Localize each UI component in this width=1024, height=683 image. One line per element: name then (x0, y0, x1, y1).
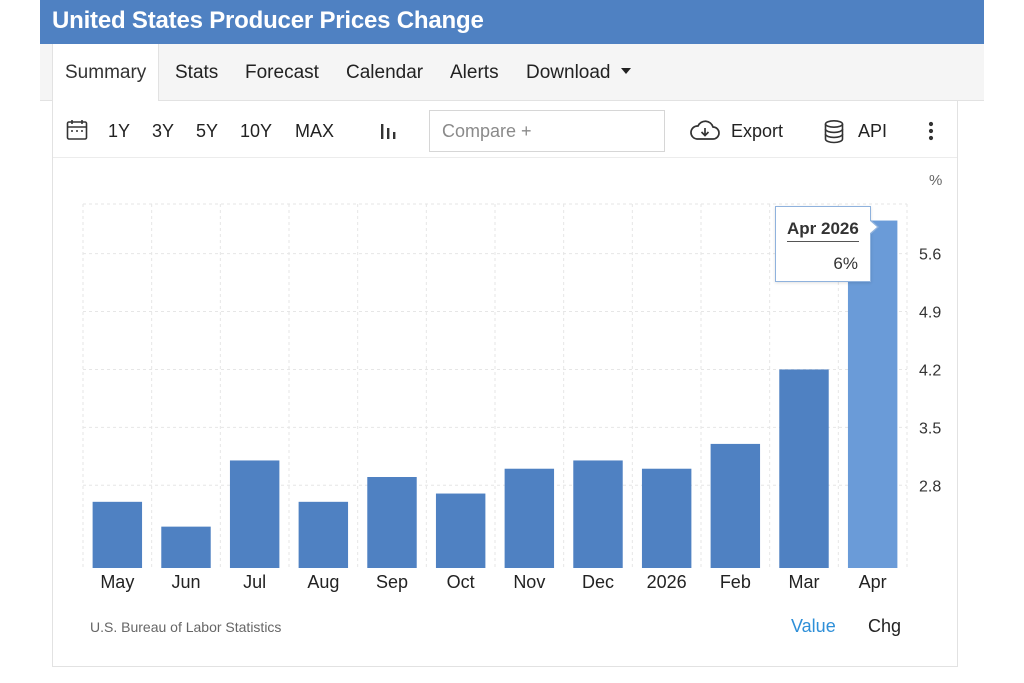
page-title: United States Producer Prices Change (40, 0, 984, 44)
y-unit-label: % (929, 172, 942, 189)
chart-toolbar: 1Y 3Y 5Y 10Y MAX Export (53, 101, 957, 158)
x-tick-label: Sep (376, 572, 408, 592)
tab-download[interactable]: Download (526, 44, 631, 101)
x-tick-label: Dec (582, 572, 614, 592)
y-tick-label: 5.6 (919, 247, 941, 264)
range-1y[interactable]: 1Y (108, 121, 131, 141)
chg-toggle[interactable]: Chg (868, 616, 902, 636)
tab-forecast[interactable]: Forecast (245, 62, 319, 83)
range-3y[interactable]: 3Y (152, 121, 175, 141)
range-max[interactable]: MAX (295, 121, 335, 141)
x-tick-label: Mar (789, 572, 820, 592)
x-tick-label: 2026 (647, 572, 687, 592)
calendar-icon[interactable] (65, 118, 89, 144)
x-tick-label: Oct (447, 572, 475, 592)
tab-summary[interactable]: Summary (52, 44, 160, 102)
bar-jun (161, 526, 211, 568)
bar-feb (710, 443, 761, 568)
y-tick-label: 3.5 (919, 420, 941, 437)
database-icon[interactable] (823, 119, 845, 145)
x-tick-label: Nov (513, 572, 545, 592)
bar-2026 (641, 468, 692, 568)
bar-sep (367, 477, 417, 568)
tab-calendar[interactable]: Calendar (346, 62, 424, 83)
export-button[interactable]: Export (731, 121, 784, 141)
tab-download-label: Download (526, 62, 611, 83)
tooltip-date: Apr 2026 (787, 219, 859, 242)
bar-jul (229, 460, 280, 568)
x-tick-label: Jun (171, 572, 200, 592)
more-vertical-icon[interactable] (925, 120, 937, 142)
bar-may (92, 501, 143, 568)
chart-panel: 1Y 3Y 5Y 10Y MAX Export (52, 101, 958, 667)
source-label: U.S. Bureau of Labor Statistics (90, 619, 282, 635)
y-tick-label: 2.8 (919, 478, 941, 495)
x-tick-label: Aug (307, 572, 339, 592)
range-10y[interactable]: 10Y (240, 121, 273, 141)
bar-mar (779, 369, 829, 568)
tooltip-value: 6% (833, 254, 858, 273)
x-tick-label: Feb (720, 572, 751, 592)
tab-stats[interactable]: Stats (175, 62, 219, 83)
x-tick-label: May (100, 572, 134, 592)
compare-input[interactable] (429, 110, 665, 152)
bar-dec (573, 460, 623, 568)
tab-alerts[interactable]: Alerts (450, 62, 499, 83)
api-button[interactable]: API (858, 121, 888, 141)
chart-tooltip: Apr 2026 6% (775, 206, 879, 282)
bar-chart: 2.8 3.5 4.2 4.9 5.6% May Jun Jul Aug Sep Oct Nov Dec… (82, 172, 942, 592)
bar-chart-icon[interactable] (379, 121, 399, 143)
y-tick-label: 4.2 (919, 362, 941, 379)
bar-oct (435, 493, 486, 568)
value-toggle[interactable]: Value (791, 616, 836, 636)
x-tick-label: Apr (859, 572, 887, 592)
bar-aug (298, 501, 349, 568)
bar-nov (504, 468, 555, 568)
y-tick-label: 4.9 (919, 305, 941, 322)
x-tick-label: Jul (243, 572, 266, 592)
tooltip-pointer (869, 219, 879, 235)
chevron-down-icon (620, 67, 631, 74)
cloud-download-icon[interactable] (689, 120, 721, 144)
nav-tabs: Summary Stats Forecast Calendar Alerts D… (40, 44, 984, 102)
range-5y[interactable]: 5Y (196, 121, 219, 141)
